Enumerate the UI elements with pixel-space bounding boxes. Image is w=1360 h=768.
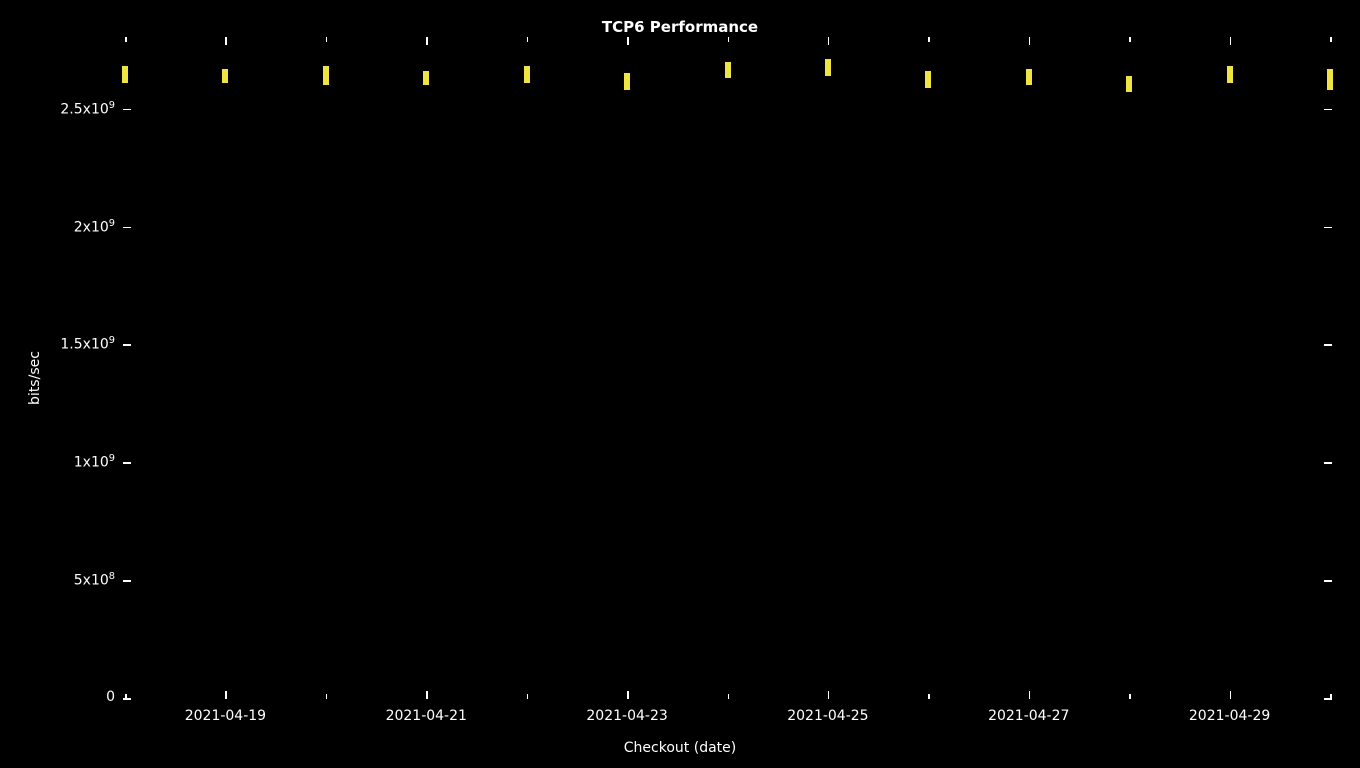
- data-marker: [423, 71, 429, 85]
- data-marker: [1126, 76, 1132, 93]
- x-minor-tick-top: [928, 37, 930, 42]
- x-major-tick-top: [1029, 37, 1031, 45]
- x-minor-tick-top: [326, 37, 328, 42]
- y-tick-mark: [123, 580, 131, 582]
- x-tick-label: 2021-04-19: [185, 708, 266, 724]
- data-marker: [825, 59, 831, 76]
- x-major-tick: [426, 691, 428, 699]
- y-tick-label: 2x109: [74, 218, 115, 236]
- y-axis-label: bits/sec: [27, 338, 43, 418]
- y-tick-mark-right: [1324, 227, 1332, 229]
- data-marker: [1026, 69, 1032, 86]
- x-tick-label: 2021-04-29: [1189, 708, 1270, 724]
- data-marker: [1327, 69, 1333, 90]
- x-major-tick-top: [225, 37, 227, 45]
- data-marker: [1227, 66, 1233, 83]
- y-tick-mark-right: [1324, 580, 1332, 582]
- data-marker: [524, 66, 530, 83]
- x-major-tick: [225, 691, 227, 699]
- x-major-tick-top: [828, 37, 830, 45]
- x-tick-label: 2021-04-21: [386, 708, 467, 724]
- x-minor-tick: [928, 694, 930, 699]
- x-minor-tick-top: [728, 37, 730, 42]
- x-minor-tick-top: [125, 37, 127, 42]
- x-minor-tick: [1129, 694, 1131, 699]
- x-major-tick: [1230, 691, 1232, 699]
- y-tick-mark-right: [1324, 344, 1332, 346]
- data-marker: [624, 73, 630, 90]
- y-tick-label: 1x109: [74, 453, 115, 471]
- y-tick-mark: [123, 462, 131, 464]
- y-tick-label: 0: [106, 689, 115, 705]
- x-major-tick-top: [426, 37, 428, 45]
- data-marker: [725, 62, 731, 79]
- x-major-tick: [627, 691, 629, 699]
- chart-container: TCP6 Performance bits/sec Checkout (date…: [0, 0, 1360, 768]
- x-minor-tick-top: [1129, 37, 1131, 42]
- y-tick-mark-right: [1324, 109, 1332, 111]
- y-tick-mark-right: [1324, 462, 1332, 464]
- data-marker: [122, 66, 128, 83]
- y-tick-label: 2.5x109: [60, 100, 115, 118]
- x-major-tick: [828, 691, 830, 699]
- y-tick-mark: [123, 227, 131, 229]
- x-major-tick-top: [1230, 37, 1232, 45]
- y-tick-mark: [123, 344, 131, 346]
- x-minor-tick-top: [1330, 37, 1332, 42]
- x-minor-tick: [326, 694, 328, 699]
- y-tick-mark: [123, 109, 131, 111]
- x-minor-tick: [527, 694, 529, 699]
- x-minor-tick: [125, 694, 127, 699]
- x-tick-label: 2021-04-27: [988, 708, 1069, 724]
- x-minor-tick: [1330, 694, 1332, 699]
- data-marker: [925, 71, 931, 88]
- data-marker: [222, 69, 228, 83]
- y-tick-label: 1.5x109: [60, 335, 115, 353]
- x-axis-label: Checkout (date): [624, 740, 736, 756]
- x-tick-label: 2021-04-23: [586, 708, 667, 724]
- x-major-tick: [1029, 691, 1031, 699]
- chart-title: TCP6 Performance: [602, 18, 758, 36]
- x-major-tick-top: [627, 37, 629, 45]
- y-tick-label: 5x108: [74, 571, 115, 589]
- x-minor-tick: [728, 694, 730, 699]
- x-minor-tick-top: [527, 37, 529, 42]
- x-tick-label: 2021-04-25: [787, 708, 868, 724]
- data-marker: [323, 66, 329, 85]
